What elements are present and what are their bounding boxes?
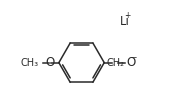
Text: Li: Li — [120, 15, 130, 28]
Text: −: − — [130, 53, 136, 62]
Text: CH₃: CH₃ — [21, 58, 39, 68]
Text: O: O — [46, 56, 55, 69]
Text: CH₂: CH₂ — [106, 58, 124, 68]
Text: O: O — [126, 56, 136, 69]
Text: +: + — [124, 11, 131, 20]
